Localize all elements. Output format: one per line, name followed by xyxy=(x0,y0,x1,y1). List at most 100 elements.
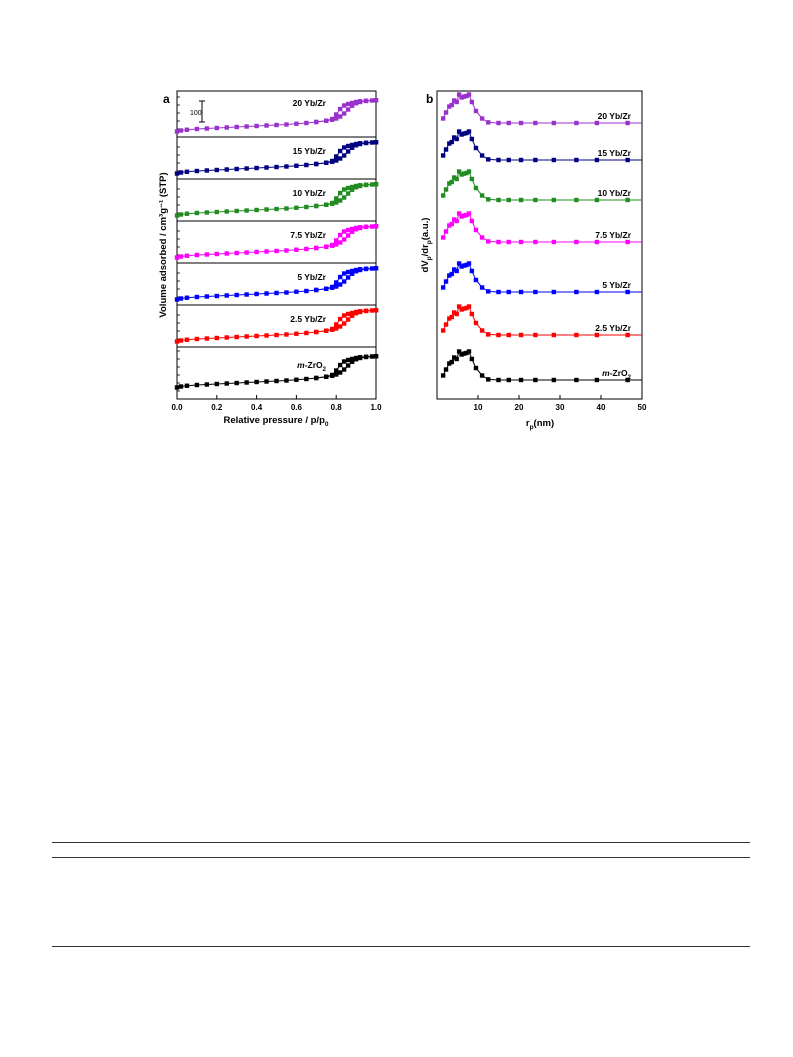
adsorption-point xyxy=(254,123,259,129)
psd-point xyxy=(574,377,579,383)
adsorption-point xyxy=(184,383,190,388)
adsorption-point xyxy=(224,381,229,386)
psd-point xyxy=(533,377,538,383)
adsorption-point xyxy=(294,247,299,252)
adsorption-point xyxy=(334,372,339,377)
adsorption-point xyxy=(204,252,210,257)
desorption-point xyxy=(341,229,347,234)
panel-b-xlabel: rp(nm) xyxy=(526,418,554,431)
desorption-point xyxy=(324,328,329,333)
psd-point xyxy=(452,310,457,315)
adsorption-point xyxy=(254,379,259,385)
adsorption-point xyxy=(345,233,351,238)
adsorption-point xyxy=(334,326,339,331)
psd-point xyxy=(454,99,459,105)
adsorption-point xyxy=(274,164,279,170)
psd-series: 2.5 Yb/Zr xyxy=(440,304,642,338)
adsorption-point xyxy=(234,334,239,340)
psd-point xyxy=(456,169,462,174)
adsorption-point xyxy=(174,297,180,302)
psd-point xyxy=(464,350,469,356)
desorption-point xyxy=(353,267,359,273)
desorption-point xyxy=(373,182,379,187)
psd-point xyxy=(469,136,475,142)
adsorption-point xyxy=(337,114,343,119)
adsorption-point xyxy=(204,336,210,341)
adsorption-point xyxy=(174,129,180,134)
adsorption-point xyxy=(254,333,259,339)
desorption-point xyxy=(330,284,335,290)
psd-point xyxy=(447,223,452,228)
psd-point xyxy=(594,332,600,338)
adsorption-point xyxy=(184,169,190,174)
x-tick-label: 0.8 xyxy=(331,403,343,412)
adsorption-point xyxy=(184,337,190,342)
panel-a: a 0.0 0.2 0.4 0.6 0.8 1.0 20 Yb/Zr 15 Yb/Zr 10 … xyxy=(158,90,382,428)
desorption-point xyxy=(314,245,319,251)
adsorption-point xyxy=(224,251,229,256)
adsorption-point xyxy=(184,295,190,300)
psd-point xyxy=(449,221,454,227)
adsorption-point xyxy=(234,380,239,386)
adsorption-point xyxy=(369,182,375,187)
psd-point xyxy=(551,332,557,338)
adsorption-point xyxy=(294,163,299,168)
psd-point xyxy=(459,214,464,219)
desorption-point xyxy=(363,224,369,229)
psd-point xyxy=(473,227,479,233)
x-tick-label: 50 xyxy=(638,403,647,412)
psd-point xyxy=(452,267,457,272)
psd-point xyxy=(574,239,579,245)
adsorption-point xyxy=(334,242,339,247)
adsorption-point xyxy=(214,251,219,257)
adsorption-point xyxy=(194,126,200,132)
adsorption-point xyxy=(204,168,210,173)
psd-point xyxy=(479,193,485,198)
scale-bar-label: 100 xyxy=(190,110,202,117)
psd-point xyxy=(461,351,467,356)
psd-point xyxy=(456,211,462,216)
x-tick-label: 20 xyxy=(515,403,524,412)
adsorption-point xyxy=(178,296,184,301)
adsorption-point xyxy=(369,224,375,229)
psd-point xyxy=(469,356,475,362)
psd-point xyxy=(473,320,479,326)
isotherm-series: 7.5 Yb/Zr xyxy=(174,224,379,260)
adsorption-point xyxy=(204,382,210,387)
adsorption-point xyxy=(284,122,289,127)
adsorption-point xyxy=(254,165,259,171)
desorption-point xyxy=(324,160,329,165)
adsorption-point xyxy=(284,164,289,169)
desorption-point xyxy=(337,316,343,322)
psd-point xyxy=(518,289,524,295)
psd-point xyxy=(452,135,457,140)
isotherm-series: 15 Yb/Zr xyxy=(174,140,379,176)
adsorption-point xyxy=(264,379,269,384)
adsorption-point xyxy=(174,339,180,344)
psd-point xyxy=(496,332,501,338)
psd-point xyxy=(466,304,472,309)
psd-point xyxy=(479,285,485,290)
adsorption-point xyxy=(244,124,249,129)
desorption-point xyxy=(337,190,343,196)
adsorption-point xyxy=(284,248,289,253)
adsorption-point xyxy=(194,252,200,258)
adsorption-point xyxy=(369,308,375,313)
psd-point xyxy=(449,314,454,320)
desorption-point xyxy=(363,182,369,187)
adsorption-point xyxy=(337,282,343,287)
adsorption-point xyxy=(274,290,279,296)
desorption-point xyxy=(373,224,379,229)
psd-point xyxy=(440,153,446,158)
adsorption-point xyxy=(178,170,184,175)
psd-series: m-ZrO2 xyxy=(440,349,642,383)
series-label: 2.5 Yb/Zr xyxy=(290,314,326,324)
psd-point xyxy=(551,289,557,295)
psd-point xyxy=(533,197,538,203)
desorption-point xyxy=(341,359,347,364)
psd-point xyxy=(447,181,452,186)
isotherm-series: 2.5 Yb/Zr xyxy=(174,308,379,344)
adsorption-point xyxy=(224,293,229,298)
psd-point xyxy=(594,289,600,295)
